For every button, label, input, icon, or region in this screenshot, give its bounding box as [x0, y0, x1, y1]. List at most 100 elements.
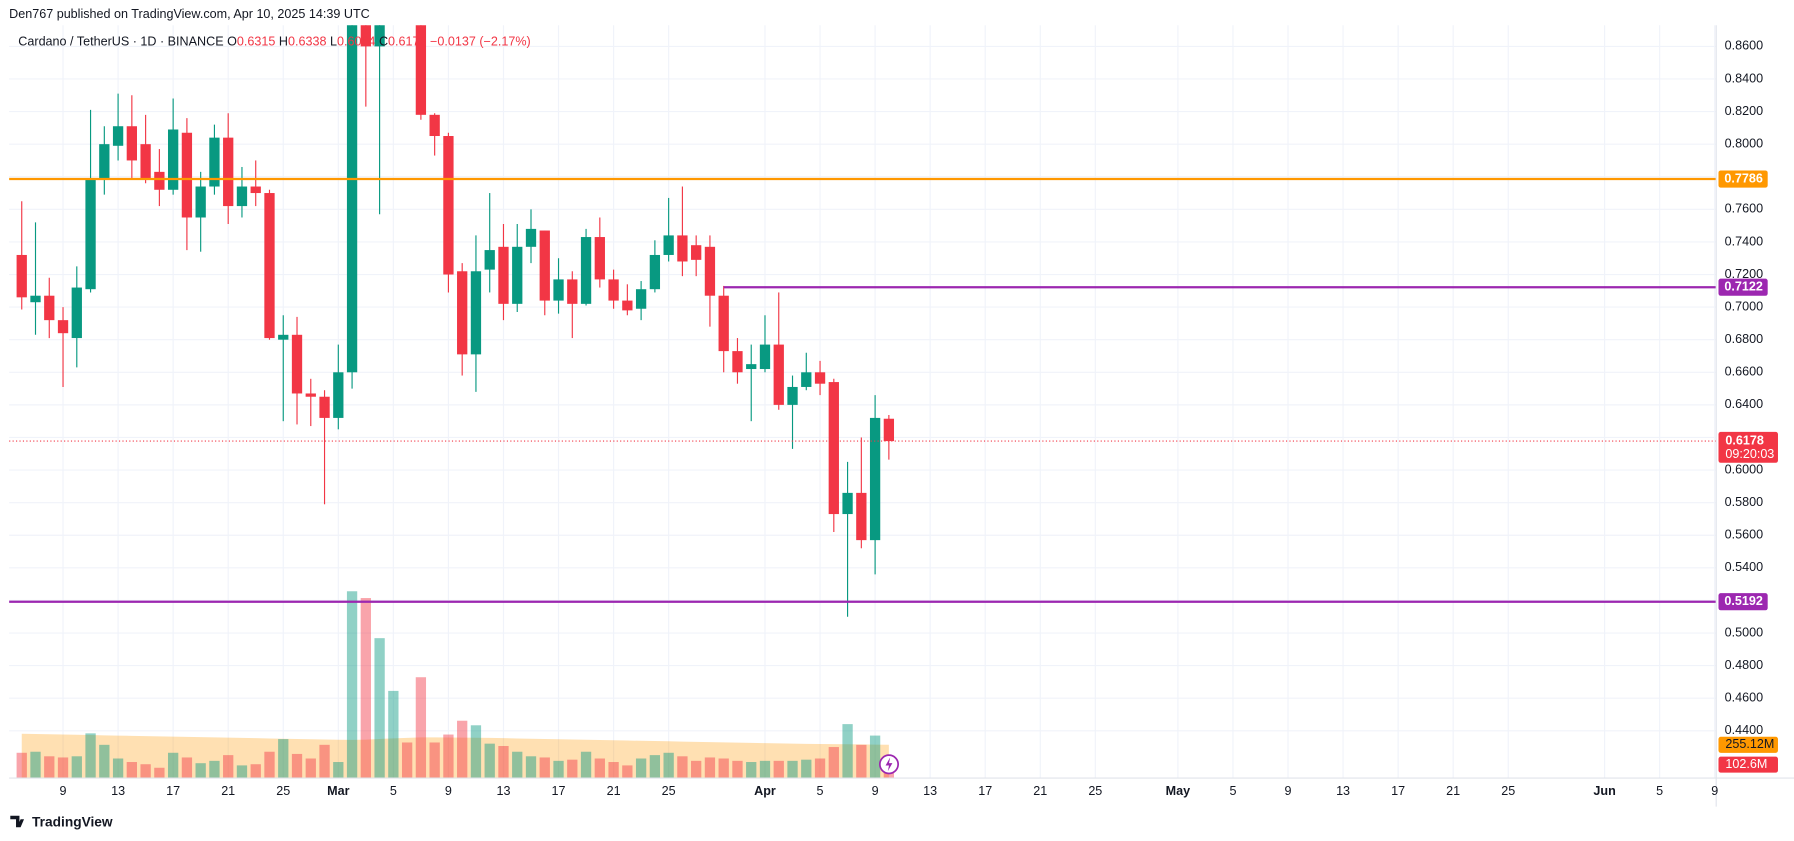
alert-icon[interactable]	[878, 754, 900, 775]
x-tick-label: 13	[923, 784, 937, 798]
candle-body	[856, 492, 867, 541]
volume-bar	[44, 756, 55, 779]
volume-bar	[140, 764, 151, 779]
x-tick-label: 17	[552, 784, 566, 798]
last-price-label: 0.6178	[1725, 433, 1763, 447]
candle-body	[112, 126, 124, 146]
volume-bar	[608, 762, 619, 779]
candle-body	[30, 295, 41, 303]
volume-ma-area	[21, 733, 889, 779]
volume-bar	[594, 758, 605, 779]
candle-body	[140, 144, 151, 179]
candle-body	[759, 344, 771, 370]
ohlc-value: 0.6178	[388, 35, 426, 49]
x-tick-label: Jun	[1593, 784, 1615, 798]
x-tick-label: 9	[60, 784, 67, 798]
candle-body	[539, 230, 550, 301]
candle-body	[704, 246, 716, 296]
x-tick-label: 5	[1656, 784, 1663, 798]
level-label: 0.7122	[1724, 280, 1762, 294]
y-tick-label: 0.6400	[1725, 397, 1763, 411]
candle-body	[594, 237, 605, 280]
level-label: 0.7786	[1724, 171, 1762, 185]
candle-body	[869, 417, 881, 541]
volume-bar	[415, 677, 427, 779]
volume-bar	[635, 758, 647, 779]
ohlc-value: 0.6338	[288, 35, 326, 49]
change: −0.0137 (−2.17%)	[430, 35, 531, 49]
volume-bar	[691, 760, 702, 779]
y-tick-label: 0.4800	[1725, 658, 1763, 672]
candle-body	[787, 386, 798, 405]
candle-body	[360, 25, 371, 47]
candle-body	[126, 126, 137, 161]
volume-bar	[704, 757, 716, 779]
x-tick-label: 9	[1711, 784, 1718, 798]
candle-body	[374, 25, 385, 47]
volume-bar	[759, 760, 771, 779]
volume-label: 102.6M	[1725, 757, 1767, 771]
x-tick-label: 25	[662, 784, 676, 798]
candle-body	[801, 372, 812, 387]
x-tick-label: Apr	[754, 784, 776, 798]
candle-body	[553, 279, 564, 301]
candle-body	[525, 228, 537, 247]
candle-body	[333, 372, 344, 418]
ohlc-value: 0.6315	[237, 35, 275, 49]
volume-bar	[539, 757, 550, 779]
volume-bar	[856, 744, 867, 779]
x-tick-label: 9	[1285, 784, 1292, 798]
level-tag	[1718, 170, 1768, 188]
y-tick-label: 0.7600	[1725, 202, 1763, 216]
candle-body	[512, 246, 523, 304]
ohlc-value: 0.6064	[337, 35, 375, 49]
y-tick-label: 0.6800	[1725, 332, 1763, 346]
x-tick-label: 9	[445, 784, 452, 798]
candles	[16, 25, 895, 617]
brand: TradingView	[32, 814, 113, 829]
candle-body	[85, 178, 96, 290]
x-tick-label: 21	[1033, 784, 1047, 798]
volume-bar	[71, 756, 82, 779]
candle-body	[663, 235, 674, 255]
volume-bar	[99, 744, 110, 779]
candle-body	[814, 372, 826, 384]
ohlc-name: O	[227, 35, 237, 49]
candle-body	[484, 250, 495, 270]
volume-bar	[401, 742, 413, 779]
candle-body	[746, 364, 757, 370]
volume-bar	[209, 760, 220, 779]
y-tick-label: 0.6600	[1725, 365, 1763, 379]
volume-bar	[567, 759, 578, 779]
candle-body	[580, 237, 592, 304]
volume-bar	[773, 760, 784, 779]
legend-title: Cardano / TetherUS · 1D · BINANCE	[18, 35, 223, 49]
candle-body	[71, 287, 82, 339]
countdown: 09:20:03	[1725, 447, 1774, 461]
volume-ma-label: 255.12M	[1725, 737, 1774, 751]
volume-bar	[112, 758, 124, 779]
volume-bar	[484, 743, 495, 779]
volume-bar	[869, 735, 881, 779]
volume-bar	[580, 751, 592, 779]
level-tag	[1718, 278, 1768, 296]
y-tick-label: 0.8400	[1725, 71, 1763, 85]
candle-body	[842, 492, 853, 515]
x-tick-label: 25	[276, 784, 290, 798]
candle-body	[57, 320, 69, 334]
x-tick-label: 5	[1229, 784, 1236, 798]
volume-bar	[305, 758, 316, 779]
volume-bar	[181, 757, 193, 779]
candle-body	[443, 136, 454, 275]
volume-bar	[429, 742, 440, 779]
x-tick-label: 5	[390, 784, 397, 798]
x-tick-label: May	[1166, 784, 1190, 798]
candle-body	[635, 289, 647, 309]
volume-bar	[649, 755, 661, 779]
y-tick-label: 0.5000	[1725, 625, 1763, 639]
volume-bar	[126, 762, 137, 779]
x-tick-label: 5	[817, 784, 824, 798]
y-tick-label: 0.6000	[1725, 462, 1763, 476]
volume-bar	[732, 760, 743, 779]
